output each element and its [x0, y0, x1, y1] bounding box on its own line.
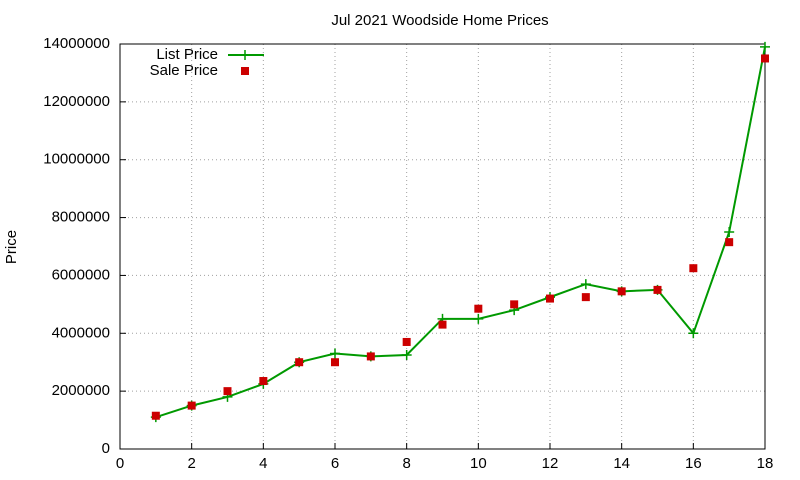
point: [581, 293, 590, 302]
point: [259, 377, 268, 386]
y-tick-label: 10000000: [43, 151, 110, 168]
point: [725, 238, 734, 247]
point: [760, 41, 770, 52]
point: [510, 300, 519, 309]
y-tick-label: 2000000: [52, 382, 110, 399]
legend-marker: [240, 50, 250, 60]
point: [688, 328, 699, 339]
x-tick-label: 16: [685, 455, 702, 472]
x-tick-label: 18: [757, 455, 774, 472]
point: [402, 337, 411, 346]
point: [761, 54, 769, 63]
point: [580, 279, 591, 290]
point: [724, 227, 735, 238]
point: [401, 349, 412, 360]
legend-label: List Price: [156, 46, 218, 63]
point: [330, 348, 340, 359]
series-line: [155, 46, 766, 419]
legend-marker: [241, 67, 249, 75]
x-tick-label: 10: [470, 455, 487, 472]
point: [474, 304, 483, 313]
point: [295, 358, 304, 367]
y-axis-label: Price: [3, 230, 20, 264]
point: [653, 285, 662, 294]
x-tick-label: 12: [542, 455, 559, 472]
x-tick-label: 8: [402, 455, 410, 472]
point: [689, 264, 698, 273]
point: [151, 411, 160, 420]
y-tick-label: 6000000: [52, 266, 110, 283]
chart-title: Jul 2021 Woodside Home Prices: [331, 12, 548, 29]
legend-label: Sale Price: [150, 62, 218, 79]
y-tick-label: 4000000: [52, 324, 110, 341]
point: [438, 320, 447, 329]
point: [223, 387, 232, 396]
point: [187, 401, 196, 410]
x-tick-label: 0: [116, 455, 124, 472]
x-tick-label: 6: [331, 455, 339, 472]
plot-frame: [119, 43, 766, 450]
point: [473, 313, 484, 324]
y-tick-label: 14000000: [43, 35, 110, 52]
point: [546, 294, 554, 303]
point: [366, 352, 375, 361]
point: [617, 287, 626, 296]
y-tick-label: 8000000: [52, 209, 110, 226]
point: [331, 358, 339, 367]
y-tick-label: 12000000: [43, 93, 110, 110]
x-tick-label: 14: [613, 455, 630, 472]
x-tick-label: 2: [187, 455, 195, 472]
x-tick-label: 4: [259, 455, 267, 472]
y-tick-label: 0: [102, 440, 110, 457]
